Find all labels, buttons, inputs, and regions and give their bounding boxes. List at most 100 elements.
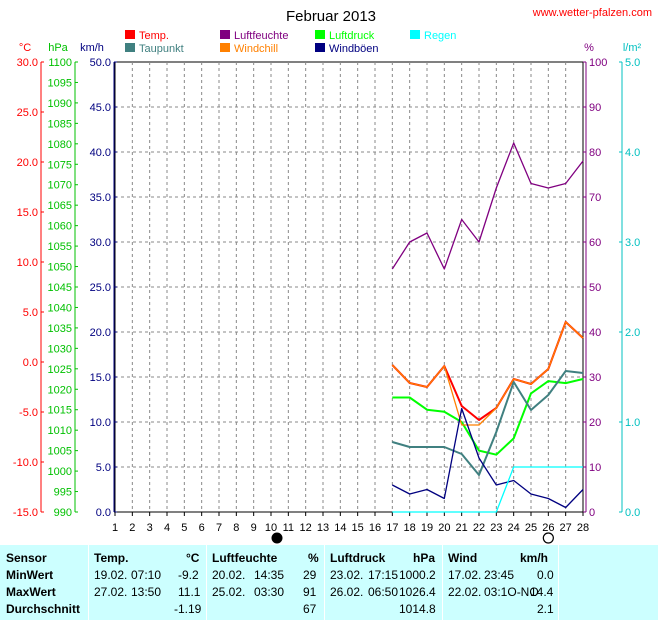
x-tick-label: 20 [438, 522, 450, 534]
temp-tick-label: 30.0 [17, 57, 38, 69]
legend-swatch [315, 43, 325, 52]
x-axis: 1 2 3 4 5 6 7 8 9 10 11 12 13 14 15 16 17 18 19 20 21 22 23 24 2… [112, 512, 589, 534]
stats-cell: 27.02. [94, 585, 128, 599]
wind-tick-label: 5.0 [96, 462, 111, 474]
pressure-tick-label: 1095 [48, 77, 72, 89]
rain-tick-label: 2.0 [625, 327, 640, 339]
legend-label: Regen [424, 30, 456, 42]
pressure-tick-label: 1055 [48, 241, 72, 253]
stats-cell: 1014.8 [399, 602, 436, 616]
humidity-tick-label: 50 [589, 282, 601, 294]
x-tick-label: 17 [386, 522, 398, 534]
x-tick-label: 28 [577, 522, 589, 534]
stats-header-wind: Wind [448, 551, 478, 565]
humidity-tick-label: 80 [589, 147, 601, 159]
x-tick-label: 14 [334, 522, 346, 534]
stats-header-pressure: Luftdruck [330, 551, 386, 565]
x-tick-label: 24 [508, 522, 520, 534]
humidity-tick-label: 90 [589, 102, 601, 114]
stats-cell: 29 [303, 568, 317, 582]
stats-header-wind-unit: km/h [520, 551, 549, 565]
x-tick-label: 1 [112, 522, 118, 534]
series-line-windchill [391, 321, 584, 426]
x-tick-label: 3 [147, 522, 153, 534]
stats-cell: 67 [303, 602, 317, 616]
legend-label: Luftdruck [329, 30, 375, 42]
pressure-tick-label: 1000 [48, 466, 72, 478]
stats-cell: 14:35 [254, 568, 285, 582]
legend-label: Luftfeuchte [234, 30, 288, 42]
x-tick-label: 21 [456, 522, 468, 534]
stats-cell: 14.4 [530, 585, 554, 599]
rain-tick-label: 5.0 [625, 57, 640, 69]
x-tick-label: 23 [490, 522, 502, 534]
pressure-unit-label: hPa [48, 42, 68, 54]
x-tick-label: 10 [265, 522, 277, 534]
stats-cell: -1.19 [174, 602, 202, 616]
pressure-tick-label: 1025 [48, 364, 72, 376]
wind-tick-label: 45.0 [90, 102, 111, 114]
humidity-tick-label: 10 [589, 462, 601, 474]
website-label: www.wetter-pfalzen.com [532, 7, 652, 19]
pressure-tick-label: 1090 [48, 98, 72, 110]
legend-label: Windchill [234, 43, 278, 55]
temp-tick-label: 15.0 [17, 207, 38, 219]
wind-tick-label: 20.0 [90, 327, 111, 339]
x-tick-label: 13 [317, 522, 329, 534]
temp-tick-label: 25.0 [17, 107, 38, 119]
wind-tick-label: 40.0 [90, 147, 111, 159]
x-tick-label: 15 [352, 522, 364, 534]
x-tick-label: 5 [181, 522, 187, 534]
new-moon-icon [271, 532, 283, 544]
temp-tick-label: -15.0 [13, 507, 38, 519]
stats-header-pressure-unit: hPa [413, 551, 436, 565]
wind-tick-label: 10.0 [90, 417, 111, 429]
x-tick-label: 19 [421, 522, 433, 534]
x-tick-label: 25 [525, 522, 537, 534]
humidity-tick-label: 40 [589, 327, 601, 339]
stats-row-label: MinWert [6, 568, 54, 582]
legend-swatch [125, 43, 135, 52]
legend-swatch [220, 30, 230, 39]
stats-cell: 20.02. [212, 568, 246, 582]
pressure-tick-label: 1080 [48, 139, 72, 151]
weather-chart: Februar 2013 www.wetter-pfalzen.com Temp… [13, 7, 652, 544]
x-tick-label: 26 [542, 522, 554, 534]
humidity-tick-label: 0 [589, 507, 595, 519]
stats-header-sensor: Sensor [6, 551, 47, 565]
pressure-tick-label: 1070 [48, 180, 72, 192]
pressure-tick-label: 1050 [48, 262, 72, 274]
pressure-tick-label: 1005 [48, 446, 72, 458]
stats-row-label: Durchschnitt [6, 602, 81, 616]
wind-tick-label: 25.0 [90, 282, 111, 294]
wind-tick-label: 30.0 [90, 237, 111, 249]
stats-cell: 03:1O-NO [484, 585, 539, 599]
stats-cell: 06:50 [368, 585, 399, 599]
humidity-tick-label: 30 [589, 372, 601, 384]
moon-phases [271, 532, 554, 544]
stats-cell: 23:45 [484, 568, 515, 582]
rain-tick-label: 1.0 [625, 417, 640, 429]
stats-cell: 2.1 [537, 602, 554, 616]
x-tick-label: 9 [251, 522, 257, 534]
stats-cell: 1000.2 [399, 568, 436, 582]
legend-swatch [220, 43, 230, 52]
series-lines [391, 142, 584, 513]
wind-tick-label: 50.0 [90, 57, 111, 69]
x-tick-label: 4 [164, 522, 170, 534]
stats-cell: 1026.4 [399, 585, 436, 599]
rain-unit-label: l/m² [623, 42, 642, 54]
humidity-unit-label: % [584, 42, 594, 54]
legend-label: Taupunkt [139, 43, 184, 55]
legend: Temp. Luftfeuchte Luftdruck Regen Taupunkt Wi… [125, 30, 456, 55]
humidity-tick-label: 100 [589, 57, 607, 69]
x-tick-label: 18 [404, 522, 416, 534]
legend-swatch [410, 30, 420, 39]
temp-tick-label: 5.0 [23, 307, 38, 319]
stats-cell: 13:50 [131, 585, 162, 599]
pressure-tick-label: 1040 [48, 302, 72, 314]
stats-cell: 03:30 [254, 585, 285, 599]
x-tick-label: 12 [300, 522, 312, 534]
stats-cell: 17:15 [368, 568, 399, 582]
pressure-tick-label: 1065 [48, 200, 72, 212]
